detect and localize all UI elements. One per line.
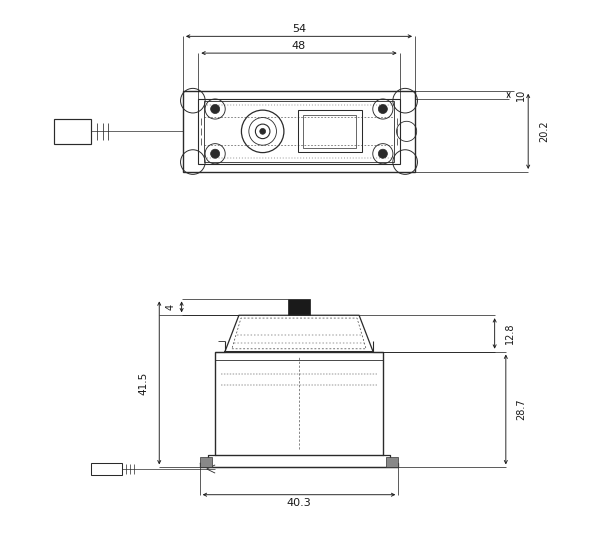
Bar [298,111,362,152]
Bar [199,100,399,163]
Text: 40.3: 40.3 [286,498,312,508]
Text: 10: 10 [516,89,526,101]
Text: 54: 54 [292,23,306,34]
Bar [204,101,394,162]
Text: 28.7: 28.7 [517,399,526,420]
Bar [91,463,121,475]
Circle shape [379,149,388,158]
Circle shape [210,149,219,158]
Bar [200,457,212,467]
Circle shape [260,129,266,134]
Bar [288,299,310,315]
Circle shape [379,105,388,113]
Text: 48: 48 [292,41,306,51]
Bar [386,457,398,467]
Bar [54,119,91,144]
Circle shape [210,105,219,113]
Text: 20.2: 20.2 [539,121,549,142]
Bar [215,352,383,455]
Text: 4: 4 [166,304,175,310]
Bar [303,115,356,148]
Text: 41.5: 41.5 [139,371,148,395]
Text: 12.8: 12.8 [505,323,515,344]
Bar [183,91,415,172]
